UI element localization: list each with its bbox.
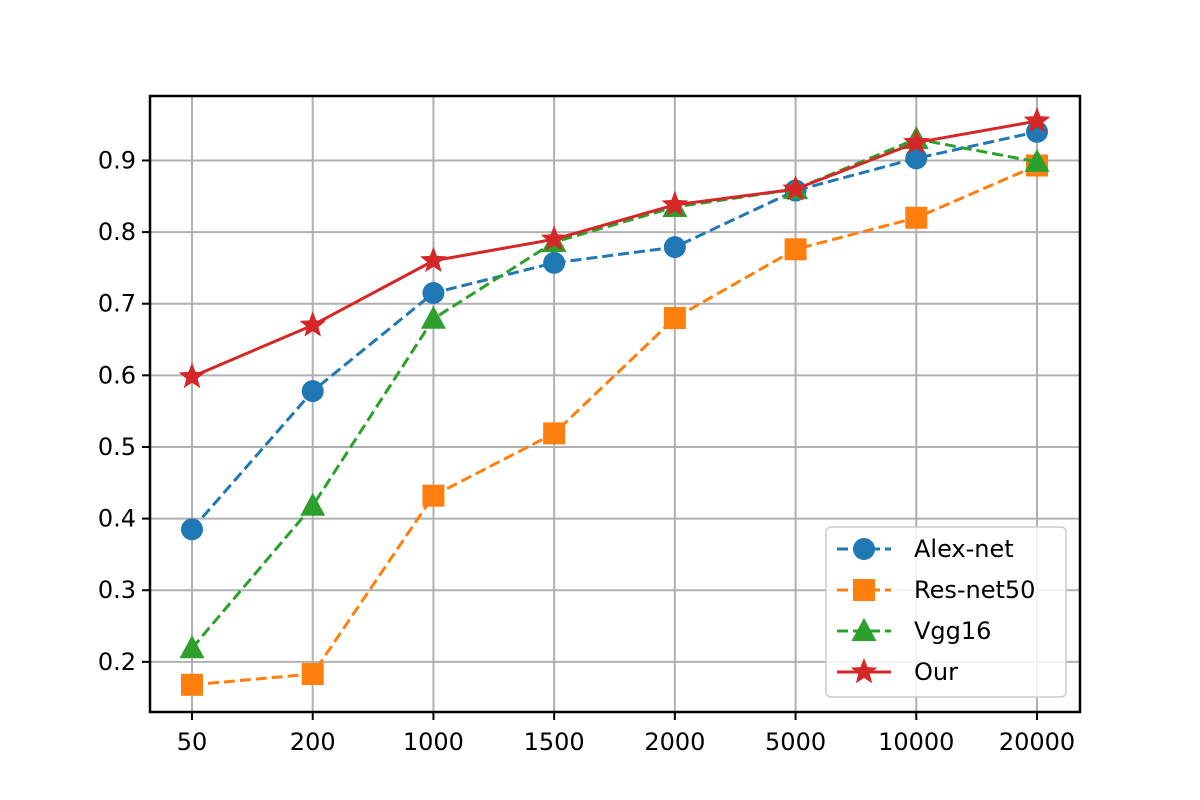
legend-label: Vgg16 <box>914 617 991 645</box>
data-point <box>420 305 446 329</box>
x-tick-label: 10000 <box>878 728 954 756</box>
legend-entry: Alex-net <box>837 535 1014 563</box>
legend: Alex-net Res-net50 Vgg16 Our <box>825 526 1067 698</box>
y-axis: 0.2 0.3 0.4 0.5 0.6 0.7 0.8 0.9 <box>98 146 150 676</box>
x-tick-label: 1500 <box>524 728 585 756</box>
x-axis: 50 200 1000 1500 2000 5000 10000 20000 <box>177 712 1075 756</box>
series-our <box>178 107 1051 389</box>
y-tick-label: 0.8 <box>98 218 136 246</box>
data-point <box>299 311 327 337</box>
data-point <box>543 422 566 445</box>
legend-box <box>825 526 1067 698</box>
data-point <box>178 362 206 389</box>
series-line <box>191 164 1038 687</box>
x-tick-label: 200 <box>290 728 336 756</box>
data-point <box>902 128 930 154</box>
data-point <box>420 246 447 273</box>
series-layer <box>178 107 1051 696</box>
y-tick-label: 0.6 <box>98 361 136 389</box>
y-tick-label: 0.3 <box>98 576 136 604</box>
data-point <box>905 206 928 229</box>
data-point <box>663 236 686 259</box>
legend-marker <box>853 579 875 601</box>
data-point <box>1023 107 1051 133</box>
data-point <box>1024 148 1050 172</box>
data-point <box>661 190 689 217</box>
legend-label: Res-net50 <box>914 576 1035 604</box>
x-tick-label: 1000 <box>403 728 464 756</box>
series-line <box>190 130 1038 531</box>
legend-entry: Vgg16 <box>837 617 991 645</box>
plot-frame <box>148 94 1082 714</box>
legend-marker <box>853 538 875 560</box>
data-point <box>663 307 686 330</box>
data-point <box>301 380 324 403</box>
legend-entry: Our <box>837 658 958 686</box>
data-point <box>540 225 568 251</box>
data-point <box>179 635 205 659</box>
series-line <box>191 119 1038 379</box>
data-point <box>422 484 445 507</box>
data-point <box>181 518 203 541</box>
series-line <box>190 137 1038 650</box>
y-tick-label: 0.7 <box>98 290 136 318</box>
data-point <box>905 147 928 170</box>
y-tick-label: 0.9 <box>98 146 136 174</box>
data-point <box>782 175 809 201</box>
y-tick-label: 0.5 <box>98 433 136 461</box>
legend-entry: Res-net50 <box>837 576 1035 604</box>
legend-marker <box>850 658 878 684</box>
legend-label: Alex-net <box>914 535 1014 563</box>
data-point <box>543 251 566 274</box>
data-point <box>784 238 807 261</box>
x-tick-label: 2000 <box>644 728 705 756</box>
x-tick-label: 20000 <box>999 728 1075 756</box>
data-point <box>181 673 203 696</box>
data-point <box>300 492 326 516</box>
legend-label: Our <box>914 658 958 686</box>
x-tick-label: 50 <box>177 728 208 756</box>
data-point <box>301 663 324 686</box>
x-tick-label: 5000 <box>765 728 826 756</box>
y-tick-label: 0.2 <box>98 648 136 676</box>
legend-marker <box>851 618 877 641</box>
data-point <box>422 281 445 304</box>
y-tick-label: 0.4 <box>98 505 136 533</box>
